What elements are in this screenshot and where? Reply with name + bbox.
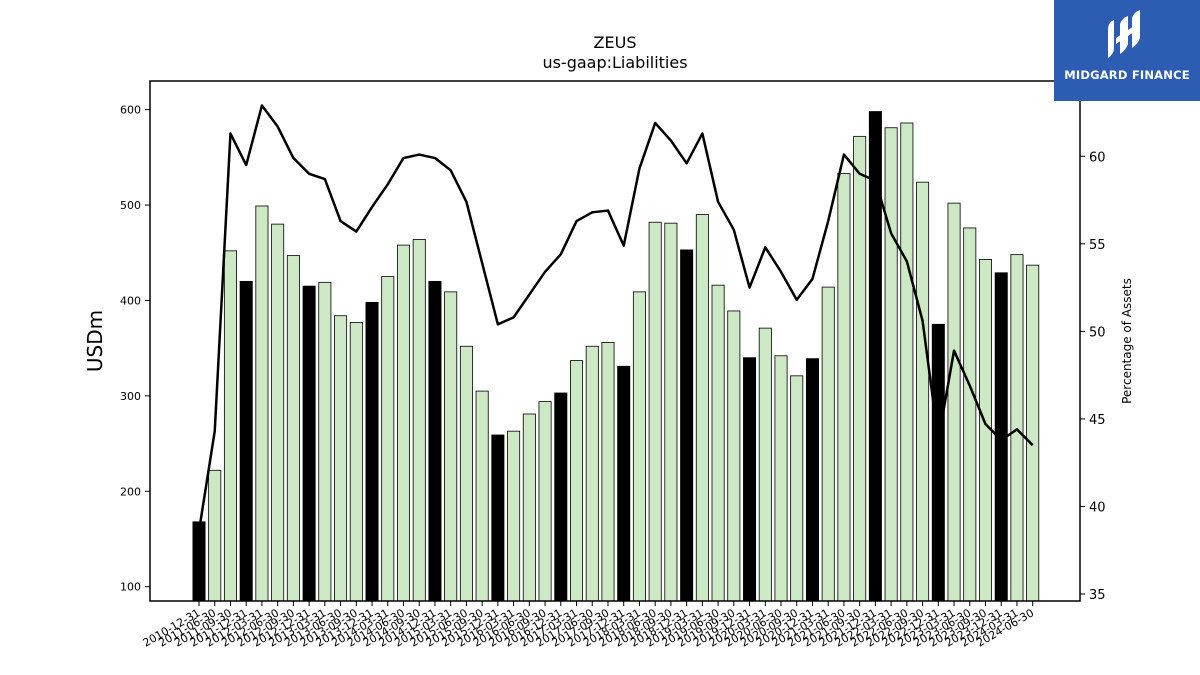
y-tick-label: 400 xyxy=(120,294,141,307)
bar-2012-12-31 xyxy=(302,285,316,602)
y-tick-label: 300 xyxy=(120,390,141,403)
bar-2016-09-30 xyxy=(538,401,552,602)
bar-2014-03-31 xyxy=(381,276,395,602)
bar-2022-03-31 xyxy=(884,127,898,602)
bar-2017-09-30 xyxy=(601,342,615,602)
bar-2024-03-31 xyxy=(1010,254,1024,602)
y-tick-label: 500 xyxy=(120,199,141,212)
y2-tick-label: 45 xyxy=(1089,413,1106,428)
bar-2015-03-31 xyxy=(444,291,458,602)
bar-2018-12-31 xyxy=(680,249,694,602)
y2-tick-label: 55 xyxy=(1089,238,1106,253)
bar-2013-12-31 xyxy=(365,301,379,602)
y2-tick-label: 60 xyxy=(1089,150,1106,165)
brand-logo: MIDGARD FINANCE xyxy=(1054,0,1200,101)
bar-2011-06-30 xyxy=(208,469,222,602)
bar-2018-03-31 xyxy=(632,291,646,602)
plot-frame xyxy=(149,80,1081,602)
bar-2023-09-30 xyxy=(979,259,993,602)
bar-2017-03-31 xyxy=(570,360,584,602)
bar-2013-03-31 xyxy=(318,281,332,602)
y-axis-label: USDm xyxy=(83,310,107,372)
bar-2021-06-30 xyxy=(837,173,851,602)
bar-2015-12-31 xyxy=(491,434,505,602)
bar-2022-06-30 xyxy=(900,122,914,602)
bar-2019-09-30 xyxy=(727,310,741,602)
y-tick-label: 100 xyxy=(120,581,141,594)
chart-title: ZEUS xyxy=(594,33,637,52)
bar-2011-12-31 xyxy=(239,280,253,602)
y2-tick-label: 50 xyxy=(1089,325,1106,340)
bar-2021-09-30 xyxy=(853,135,867,602)
bar-2022-12-31 xyxy=(931,323,945,602)
bar-2020-12-31 xyxy=(805,358,819,602)
bar-2019-12-31 xyxy=(743,357,757,602)
bar-2024-06-30 xyxy=(1026,264,1040,602)
bar-2011-09-30 xyxy=(223,250,237,602)
bar-2023-03-31 xyxy=(947,202,961,602)
bar-2017-06-30 xyxy=(585,345,599,602)
bar-2020-03-31 xyxy=(758,327,772,602)
bar-2012-03-31 xyxy=(255,205,269,602)
y-tick-label: 600 xyxy=(120,104,141,117)
bar-2015-09-30 xyxy=(475,390,489,602)
bar-2016-03-31 xyxy=(507,430,521,602)
bar-2010-12-31 xyxy=(192,521,206,602)
midgard-logo-icon xyxy=(1108,10,1140,58)
bar-2020-06-30 xyxy=(774,355,788,602)
brand-name: MIDGARD FINANCE xyxy=(1064,68,1190,82)
y2-tick-label: 40 xyxy=(1089,500,1106,515)
bar-2022-09-30 xyxy=(916,181,930,602)
bar-2020-09-30 xyxy=(790,375,804,602)
bar-2014-06-30 xyxy=(396,244,410,602)
bar-2016-06-30 xyxy=(522,413,536,602)
bar-2014-12-31 xyxy=(428,280,442,602)
bar-2017-12-31 xyxy=(617,365,631,602)
bar-2014-09-30 xyxy=(412,238,426,602)
line-percentage-of-assets xyxy=(197,104,1034,532)
bar-2019-06-30 xyxy=(711,284,725,602)
y2-axis-label: Percentage of Assets xyxy=(1120,278,1134,404)
y2-tick-label: 35 xyxy=(1089,588,1106,603)
bar-2018-06-30 xyxy=(648,221,662,602)
bar-2016-12-31 xyxy=(554,392,568,602)
bar-2019-03-31 xyxy=(695,214,709,602)
bar-2013-09-30 xyxy=(349,321,363,602)
y-tick-label: 200 xyxy=(120,485,141,498)
bar-2018-09-30 xyxy=(664,222,678,602)
bar-2015-06-30 xyxy=(459,345,473,602)
bar-2023-06-30 xyxy=(963,227,977,602)
bar-2012-06-30 xyxy=(271,223,285,602)
bar-2013-06-30 xyxy=(334,315,348,602)
bar-2012-09-30 xyxy=(286,255,300,602)
chart-subtitle: us-gaap:Liabilities xyxy=(542,53,687,72)
bar-2021-03-31 xyxy=(821,286,835,602)
